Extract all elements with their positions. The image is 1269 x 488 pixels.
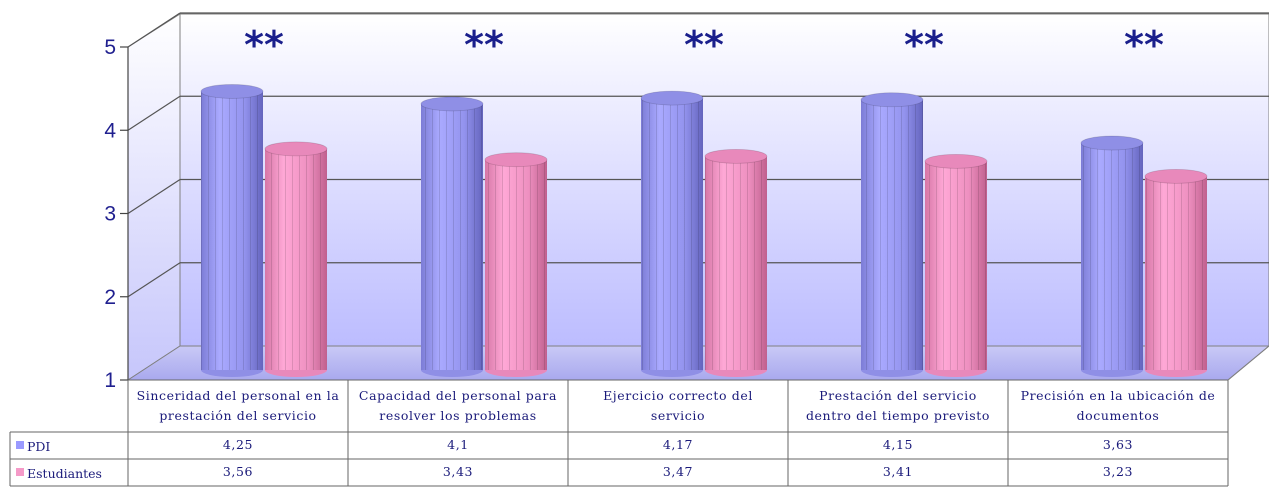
bar-top bbox=[860, 92, 924, 108]
x-tick-label: servicio bbox=[651, 408, 705, 423]
bar-top bbox=[640, 90, 704, 106]
significance-annotation: ** bbox=[904, 23, 944, 67]
bar-pdi bbox=[640, 90, 704, 377]
y-tick-label: 1 bbox=[104, 369, 116, 392]
data-label: 3,43 bbox=[443, 464, 473, 479]
bar-pdi bbox=[860, 92, 924, 377]
data-label: 3,41 bbox=[883, 464, 913, 479]
bar-ribs bbox=[1081, 143, 1143, 370]
gridline-side bbox=[127, 95, 181, 131]
bar-ribs bbox=[705, 156, 767, 370]
data-label: 4,15 bbox=[883, 437, 913, 452]
x-tick-label: Capacidad del personal para bbox=[359, 388, 557, 403]
bar-top bbox=[484, 152, 548, 168]
bar-ribs bbox=[925, 161, 987, 370]
legend-label: Estudiantes bbox=[27, 466, 102, 481]
data-label: 3,47 bbox=[663, 464, 693, 479]
bar-estudiantes bbox=[704, 148, 768, 377]
x-tick-label: documentos bbox=[1077, 408, 1160, 423]
bar-ribs bbox=[265, 148, 327, 370]
significance-annotation: ** bbox=[1124, 23, 1164, 67]
significance-annotation: ** bbox=[684, 23, 724, 67]
x-tick-label: Precisión en la ubicación de bbox=[1021, 388, 1216, 403]
bar-ribs bbox=[861, 99, 923, 370]
y-tick-label: 5 bbox=[104, 36, 116, 59]
bar-ribs bbox=[485, 159, 547, 370]
data-label: 3,23 bbox=[1103, 464, 1133, 479]
bar-estudiantes bbox=[924, 153, 988, 377]
data-label: 4,25 bbox=[223, 437, 253, 452]
data-label: 3,63 bbox=[1103, 437, 1133, 452]
bar-top bbox=[704, 148, 768, 164]
legend-label: PDI bbox=[27, 439, 50, 454]
bar-pdi bbox=[200, 84, 264, 377]
bar-estudiantes bbox=[484, 152, 548, 377]
y-tick-label: 3 bbox=[104, 203, 116, 226]
bar-top bbox=[924, 153, 988, 169]
data-label: 4,17 bbox=[663, 437, 693, 452]
data-label: 4,1 bbox=[447, 437, 469, 452]
bar-top bbox=[200, 84, 264, 99]
significance-annotation: ** bbox=[464, 23, 504, 67]
floor-edge bbox=[1227, 345, 1269, 381]
legend-swatch bbox=[16, 468, 24, 476]
bar-top bbox=[420, 96, 484, 112]
bar-pdi bbox=[420, 96, 484, 377]
bar-ribs bbox=[421, 103, 483, 371]
bar-ribs bbox=[1145, 176, 1207, 370]
x-tick-label: prestación del servicio bbox=[159, 408, 316, 423]
x-tick-label: Sinceridad del personal en la bbox=[137, 388, 340, 403]
legend-swatch bbox=[16, 441, 24, 449]
bar-top bbox=[264, 141, 328, 157]
y-tick-label: 4 bbox=[104, 119, 116, 142]
bar-pdi bbox=[1080, 135, 1144, 377]
bar-top bbox=[1080, 135, 1144, 151]
bar-estudiantes bbox=[1144, 168, 1208, 377]
y-tick-label: 2 bbox=[104, 286, 116, 309]
x-tick-label: Ejercicio correcto del bbox=[603, 388, 753, 403]
gridline-side bbox=[127, 12, 181, 48]
x-tick-label: dentro del tiempo previsto bbox=[806, 408, 990, 423]
bar-ribs bbox=[641, 98, 703, 370]
significance-annotation: ** bbox=[244, 23, 284, 67]
bar-top bbox=[1144, 168, 1208, 184]
data-label: 3,56 bbox=[223, 464, 253, 479]
x-tick-label: Prestación del servicio bbox=[819, 388, 977, 403]
x-tick-label: resolver los problemas bbox=[379, 408, 536, 423]
gridline-side bbox=[127, 178, 181, 215]
gridline-side bbox=[127, 262, 181, 298]
bar-estudiantes bbox=[264, 141, 328, 377]
bar-ribs bbox=[201, 91, 263, 370]
